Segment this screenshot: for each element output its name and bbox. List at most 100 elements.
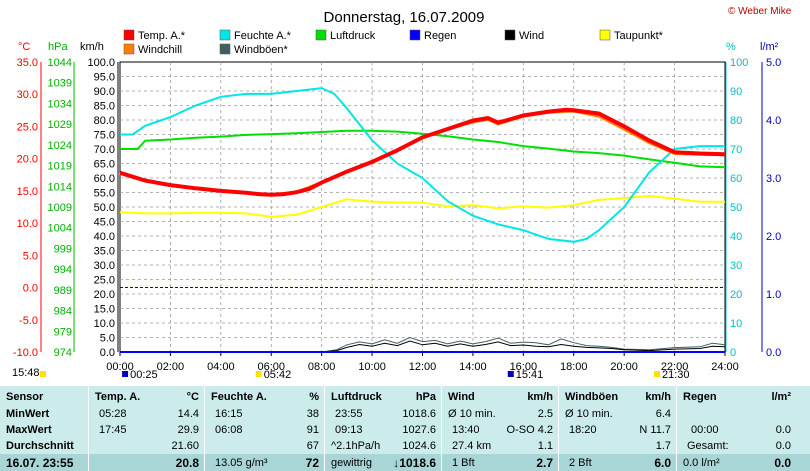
stats-temp-current: 20.8: [175, 456, 199, 470]
tick-temp-8: -5.0: [19, 315, 38, 327]
legend-swatch-2: [219, 29, 231, 41]
stats-press-avg: 1024.6: [402, 440, 436, 452]
legend-label-0: Temp. A.*: [138, 30, 186, 42]
stats-temp-min: 14.4: [177, 408, 199, 420]
stats-hum-max: 91: [306, 424, 319, 436]
stats-row-min: MinWert: [6, 408, 50, 420]
tick-wind-15: 25.0: [94, 275, 115, 287]
stats-rain-total: 0.0: [775, 440, 791, 452]
stats-press-unit: hPa: [415, 391, 436, 403]
sun-event-label-2: 05:42: [264, 369, 292, 381]
tick-wind-4: 80.0: [94, 115, 115, 127]
axis-unit-pressure: hPa: [48, 41, 68, 53]
stats-wind-max: O-SO 4.2: [506, 424, 553, 436]
stats-press-max-time: 09:13: [335, 424, 363, 436]
tick-humidity-3: 70: [730, 144, 742, 156]
stats-press-min: 1018.6: [402, 408, 436, 420]
tick-time-6: 12:00: [409, 361, 437, 373]
stats-hum-min: 38: [306, 408, 319, 420]
tick-temp-5: 10.0: [17, 218, 38, 230]
tick-pressure-2: 1034: [48, 98, 72, 110]
tick-humidity-2: 80: [730, 115, 742, 127]
stats-col-sensor: Sensor MinWert MaxWert Durchschnitt 16.0…: [0, 386, 88, 471]
series-gusts: [120, 336, 726, 353]
chart-legend: Temp. A.* Windchill Feuchte A.* Windböen* Lu…: [123, 29, 664, 56]
legend-label-7: Taupunkt*: [614, 30, 664, 42]
tick-pressure-11: 989: [54, 285, 72, 297]
stats-rain-total-label: Gesamt:: [687, 440, 729, 452]
stats-col-rain: Regen l/m² 00:00 0.0 Gesamt: 0.0 0.0 l/m² 0.…: [676, 386, 797, 471]
series-humidity: [120, 87, 725, 243]
tick-humidity-8: 20: [730, 289, 742, 301]
stats-sensor-hdr: Sensor: [6, 391, 44, 403]
tick-time-4: 08:00: [308, 361, 336, 373]
tick-wind-17: 15.0: [94, 304, 115, 316]
stats-hum-abs: 13.05 g/m³: [215, 457, 268, 469]
chart-title: Donnerstag, 16.07.2009: [324, 9, 485, 26]
axis-unit-rain: l/m²: [760, 41, 779, 53]
stats-gust-hdr: Windböen: [565, 391, 619, 403]
stats-hum-max-time: 06:08: [215, 424, 243, 436]
stats-press-current: ↓1018.6: [393, 456, 436, 470]
tick-temp-1: 30.0: [17, 89, 38, 101]
stats-col-temp: Temp. A. °C 05:28 14.4 17:45 29.9 21.60 20.…: [88, 386, 205, 471]
tick-humidity-1: 90: [730, 86, 742, 98]
tick-wind-12: 40.0: [94, 231, 115, 243]
stats-rain-max-time: 00:00: [691, 424, 719, 436]
tick-rain-5: 0.0: [766, 347, 781, 359]
sun-event-marker-1: [122, 371, 129, 377]
tick-wind-3: 85.0: [94, 101, 115, 113]
tick-wind-1: 95.0: [94, 72, 115, 84]
stats-hum-hdr: Feuchte A.: [211, 391, 267, 403]
tick-humidity-5: 50: [730, 202, 742, 214]
stats-wind-current: 2.7: [536, 456, 553, 470]
legend-label-4: Luftdruck: [330, 30, 376, 42]
stats-wind-hdr: Wind: [448, 391, 475, 403]
legend-label-1: Windchill: [138, 44, 182, 56]
stats-press-forecast: gewittrig: [331, 457, 372, 469]
tick-temp-3: 20.0: [17, 154, 38, 166]
stats-wind-avg10: 2.5: [537, 408, 553, 420]
legend-swatch-5: [409, 29, 421, 41]
tick-temp-9: -10.0: [13, 347, 38, 359]
stats-gust-max-time: 18:20: [569, 424, 597, 436]
chart-svg: Donnerstag, 16.07.2009 © Weber Mike Temp…: [12, 6, 792, 381]
sun-event-label-4: 21:30: [662, 369, 690, 381]
legend-label-6: Wind: [519, 30, 544, 42]
chart-plot: [119, 87, 726, 353]
tick-wind-7: 65.0: [94, 159, 115, 171]
tick-wind-9: 55.0: [94, 188, 115, 200]
tick-pressure-6: 1014: [48, 181, 72, 193]
tick-wind-8: 60.0: [94, 173, 115, 185]
tick-rain-1: 4.0: [766, 115, 781, 127]
stats-rain-unit: l/m²: [771, 391, 791, 403]
tick-wind-0: 100.0: [87, 57, 115, 69]
tick-pressure-0: 1044: [48, 57, 72, 69]
tick-pressure-9: 999: [54, 243, 72, 255]
tick-wind-16: 20.0: [94, 289, 115, 301]
stats-wind-unit: km/h: [527, 391, 553, 403]
stats-col-pressure: Luftdruck hPa 23:55 1018.6 09:13 1027.6 ^2.…: [324, 386, 442, 471]
tick-temp-6: 5.0: [23, 250, 38, 262]
legend-swatch-7: [599, 29, 611, 41]
sun-events: 15:48 00:25 05:42 15:41 21:30: [12, 367, 690, 381]
tick-humidity-10: 0: [730, 347, 736, 359]
stats-wind-avg-label: Ø 10 min.: [448, 408, 496, 420]
tick-rain-2: 3.0: [766, 173, 781, 185]
tick-time-2: 04:00: [207, 361, 235, 373]
legend-swatch-4: [315, 29, 327, 41]
tick-pressure-8: 1004: [48, 223, 72, 235]
sun-event-label-1: 00:25: [130, 369, 158, 381]
tick-wind-18: 10.0: [94, 318, 115, 330]
stats-rain-hdr: Regen: [683, 391, 717, 403]
tick-time-1: 02:00: [157, 361, 185, 373]
stats-press-hdr: Luftdruck: [331, 391, 382, 403]
legend-label-5: Regen: [424, 30, 456, 42]
stats-temp-unit: °C: [186, 391, 199, 403]
legend-swatch-0: [123, 29, 135, 41]
tick-temp-2: 25.0: [17, 121, 38, 133]
tick-humidity-7: 30: [730, 260, 742, 272]
stats-temp-hdr: Temp. A.: [95, 391, 141, 403]
stats-temp-max: 29.9: [177, 424, 199, 436]
tick-time-0: 00:00: [106, 361, 134, 373]
